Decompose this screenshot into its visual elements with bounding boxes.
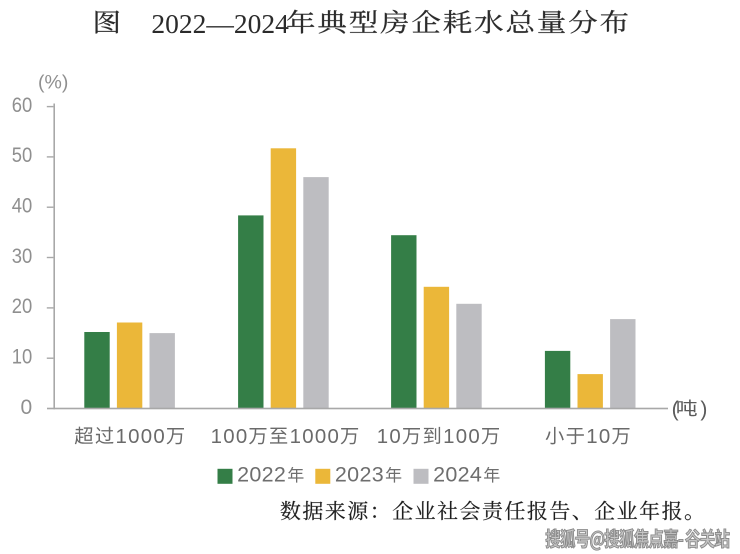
svg-text:(: ( [672, 398, 679, 421]
svg-text:40: 40 [12, 195, 33, 218]
svg-text:1000: 1000 [116, 426, 165, 448]
svg-text:2022—2024: 2022—2024 [151, 8, 289, 39]
svg-text:2023: 2023 [335, 463, 384, 487]
svg-text:2022: 2022 [237, 463, 286, 487]
svg-text:30: 30 [12, 245, 33, 268]
svg-text:10: 10 [377, 426, 401, 448]
svg-text:60: 60 [12, 94, 33, 117]
svg-text:2024: 2024 [433, 463, 482, 487]
svg-text:100: 100 [211, 426, 248, 448]
svg-text:100: 100 [443, 426, 480, 448]
svg-text:1000: 1000 [290, 426, 339, 448]
svg-text:10: 10 [12, 346, 33, 369]
svg-text:0: 0 [21, 396, 33, 419]
svg-text:10: 10 [586, 426, 610, 448]
svg-text:50: 50 [12, 144, 33, 167]
svg-text:20: 20 [12, 295, 33, 318]
svg-text:): ) [700, 398, 707, 421]
svg-text:(%): (%) [38, 71, 68, 93]
